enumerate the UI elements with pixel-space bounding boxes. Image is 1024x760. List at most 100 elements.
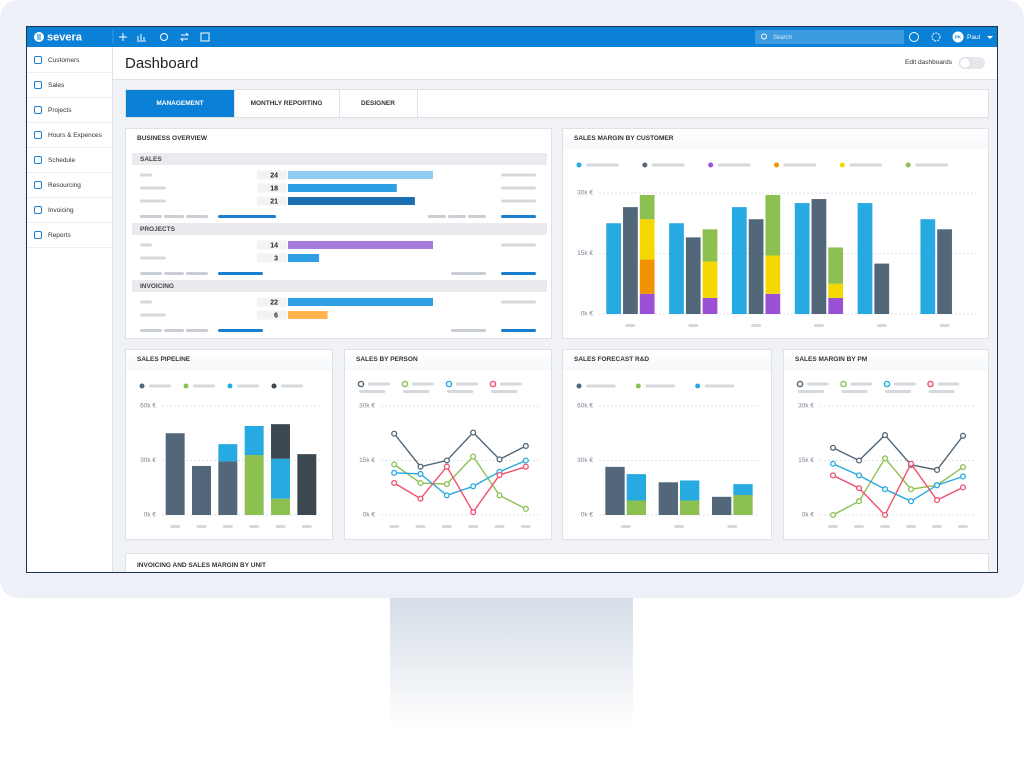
point — [417, 470, 424, 477]
section-name: PROJECTS — [140, 226, 176, 233]
point — [470, 429, 477, 436]
nav-label: Schedule — [48, 157, 76, 164]
legend-placeholder — [456, 382, 478, 386]
legend-marker — [183, 383, 189, 389]
bar — [733, 484, 753, 496]
x-tick-placeholder — [625, 324, 636, 327]
placeholder — [140, 199, 166, 203]
tab[interactable]: MONTHLY REPORTING — [234, 90, 340, 117]
reports-icon[interactable] — [137, 34, 146, 42]
placeholder — [140, 215, 162, 218]
value-bar — [288, 171, 433, 179]
placeholder — [501, 272, 536, 275]
x-tick-placeholder — [688, 324, 699, 327]
point — [470, 509, 477, 516]
placeholder — [140, 272, 162, 275]
placeholder — [501, 215, 536, 218]
legend-placeholder — [798, 390, 825, 393]
x-tick-placeholder — [751, 324, 762, 327]
legend-placeholder — [368, 382, 390, 386]
sidebar: Customers Sales Projects Hours & Expences Sc… — [27, 47, 113, 572]
point — [522, 463, 529, 470]
chart-widget: SALES MARGIN BY CUSTOMER 0k € 15k € 30k € — [562, 128, 989, 339]
legend-marker — [695, 383, 701, 389]
legend-marker — [796, 380, 804, 388]
legend-marker — [642, 162, 648, 168]
nav-label: Reports — [48, 232, 71, 239]
point — [881, 432, 889, 439]
top-bar: severa Search PK Paul — [27, 27, 997, 47]
avatar[interactable] — [952, 31, 964, 43]
placeholder — [451, 329, 486, 332]
nav-item[interactable]: Invoicing — [27, 199, 112, 223]
add-icon[interactable] — [119, 33, 127, 41]
tab[interactable]: MANAGEMENT — [126, 90, 235, 117]
widget-title: BUSINESS OVERVIEW — [137, 135, 207, 142]
bar — [605, 466, 625, 515]
line — [393, 455, 527, 510]
help-icon[interactable] — [909, 32, 919, 42]
history-icon[interactable] — [160, 33, 168, 41]
legend-marker — [840, 380, 847, 388]
value-bar — [288, 197, 415, 205]
point — [391, 430, 398, 437]
nav-item[interactable]: Schedule — [27, 149, 112, 173]
user-caret[interactable] — [987, 36, 993, 39]
widget-title: SALES MARGIN BY CUSTOMER — [574, 135, 674, 142]
point — [933, 482, 941, 489]
value-badge — [257, 183, 287, 193]
nav-icon — [34, 181, 42, 189]
bar — [680, 500, 700, 515]
nav-item[interactable]: Projects — [27, 99, 112, 123]
point — [907, 486, 915, 493]
bar — [920, 219, 936, 314]
bar — [623, 207, 638, 314]
nav-label: Projects — [48, 107, 72, 114]
switch-icon[interactable] — [179, 32, 190, 42]
bar — [857, 203, 873, 314]
search-box[interactable] — [755, 30, 904, 44]
legend-placeholder — [491, 390, 518, 393]
widget-title: INVOICING AND SALES MARGIN BY UNIT — [137, 562, 266, 569]
legend-placeholder — [500, 382, 522, 386]
y-tick-label: 0k € — [802, 512, 815, 519]
point — [443, 481, 450, 488]
play-icon[interactable] — [200, 32, 210, 42]
nav-item[interactable]: Customers — [27, 49, 112, 73]
placeholder — [140, 329, 162, 332]
bar — [244, 455, 264, 515]
user-name[interactable]: Paul — [967, 34, 981, 41]
x-tick-placeholder — [196, 525, 207, 528]
bar — [748, 219, 764, 314]
x-tick-placeholder — [415, 525, 426, 528]
tab[interactable]: DESIGNER — [339, 90, 418, 117]
legend-placeholder — [281, 384, 303, 388]
legend-placeholder — [915, 163, 949, 167]
value-label: 24 — [270, 172, 278, 179]
edit-toggle[interactable] — [959, 57, 985, 69]
business-overview-widget: BUSINESS OVERVIEW SALES 24 18 21 PROJECTS 14 3… — [125, 128, 552, 339]
point — [829, 511, 837, 519]
point — [959, 484, 967, 491]
settings-icon[interactable] — [931, 32, 941, 42]
point — [907, 460, 915, 467]
nav-item[interactable]: Reports — [27, 224, 112, 248]
point — [959, 432, 967, 439]
point — [829, 472, 837, 479]
legend-marker — [576, 162, 582, 168]
legend-placeholder — [412, 382, 434, 386]
legend-placeholder — [928, 390, 955, 393]
bottom-widget: INVOICING AND SALES MARGIN BY UNIT — [125, 553, 989, 572]
placeholder — [501, 199, 536, 203]
chart: 0k € 30k € 60k € — [139, 383, 320, 528]
nav-item[interactable]: Hours & Expences — [27, 124, 112, 148]
legend-placeholder — [849, 163, 883, 167]
value-bar — [288, 184, 397, 192]
x-tick-placeholder — [932, 525, 942, 528]
value-label: 22 — [270, 299, 278, 306]
nav-item[interactable]: Resourcing — [27, 174, 112, 198]
nav-item[interactable]: Sales — [27, 74, 112, 98]
bar — [685, 237, 701, 314]
bar — [192, 465, 211, 515]
bar — [244, 425, 264, 456]
